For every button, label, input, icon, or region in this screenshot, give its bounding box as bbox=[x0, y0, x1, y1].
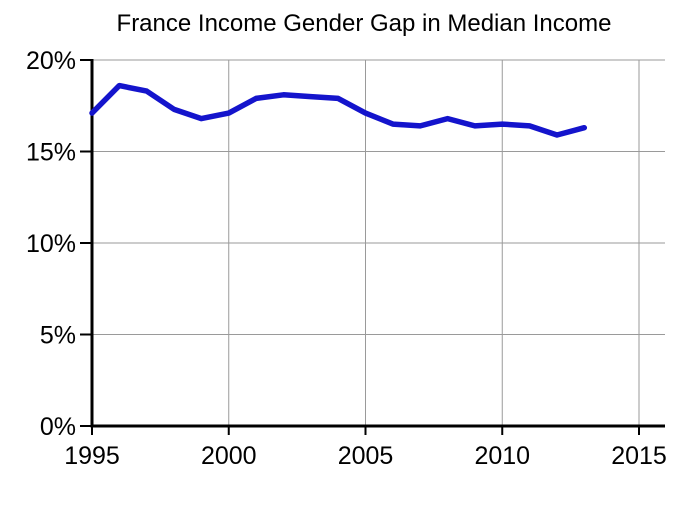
y-tick-label: 0% bbox=[40, 413, 76, 441]
y-tick-label: 5% bbox=[40, 322, 76, 350]
y-tick-label: 15% bbox=[26, 139, 76, 167]
x-tick-label: 2000 bbox=[201, 442, 257, 470]
x-tick-label: 2010 bbox=[474, 442, 530, 470]
axes bbox=[80, 59, 665, 435]
x-tick-label: 1995 bbox=[64, 442, 120, 470]
x-tick-label: 2015 bbox=[611, 442, 667, 470]
y-tick-label: 20% bbox=[26, 47, 76, 75]
gridlines bbox=[92, 59, 665, 426]
chart-title: France Income Gender Gap in Median Incom… bbox=[117, 10, 612, 37]
tick-labels: 0% 5% 10% 15% 20% 1995 2000 2005 2010 2015 bbox=[26, 47, 667, 470]
x-tick-label: 2005 bbox=[338, 442, 394, 470]
series-line bbox=[89, 82, 588, 138]
y-tick-label: 10% bbox=[26, 230, 76, 258]
data-line bbox=[89, 82, 588, 138]
